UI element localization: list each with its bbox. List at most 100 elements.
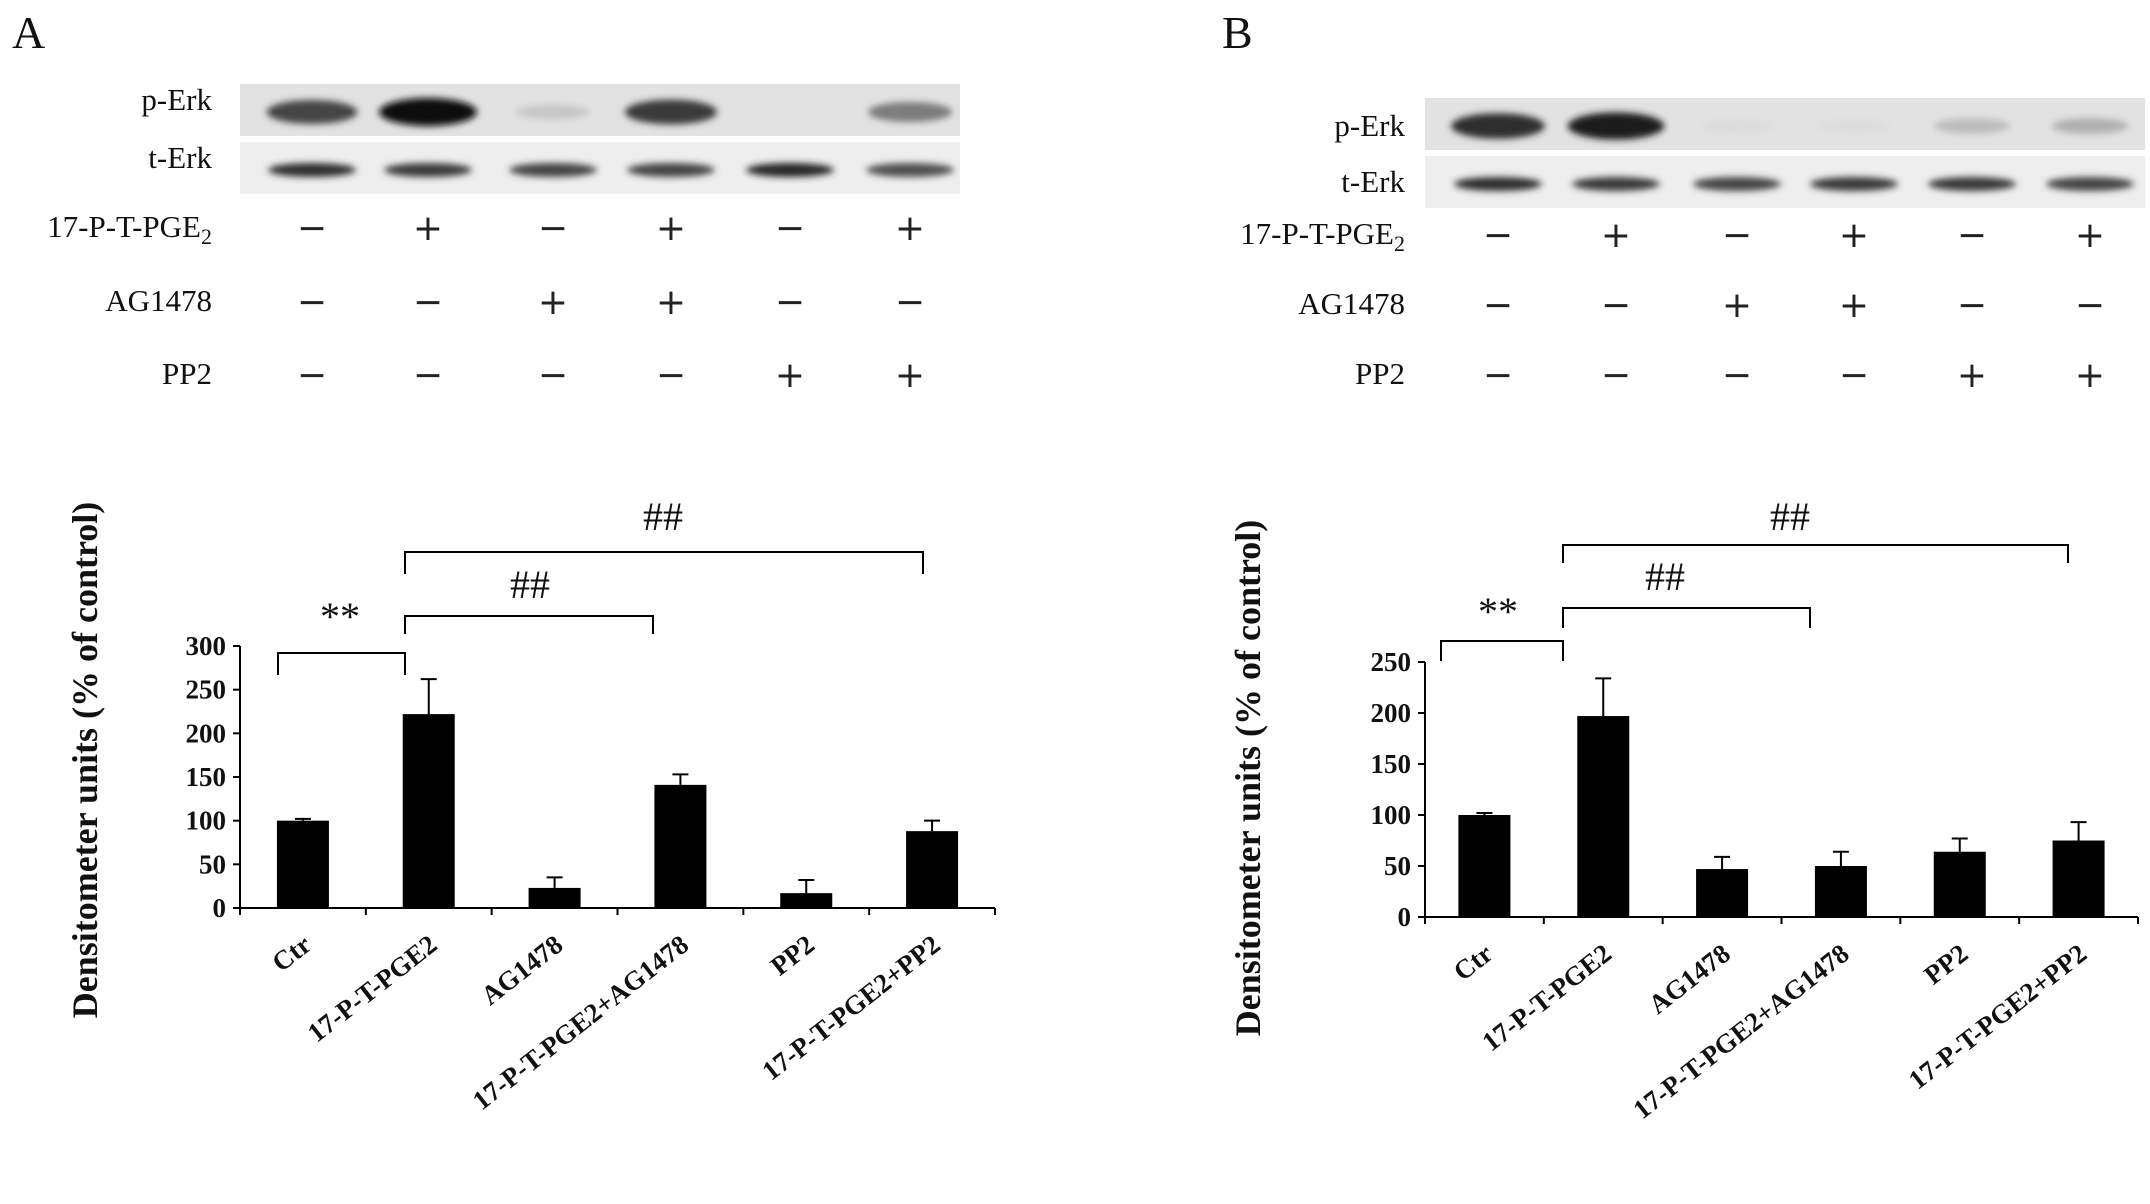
blot-band bbox=[379, 98, 477, 126]
blot-band bbox=[866, 163, 954, 177]
significance-bracket bbox=[277, 652, 406, 675]
blot-band bbox=[515, 104, 591, 120]
bar bbox=[1814, 866, 1867, 917]
x-category-label: Ctr bbox=[1448, 938, 1498, 987]
x-category-label: 17-P-T-PGE2 bbox=[302, 929, 443, 1048]
bar bbox=[528, 887, 581, 908]
blot-band bbox=[1810, 177, 1898, 191]
blot-row-label: p-Erk bbox=[1334, 108, 1405, 143]
minus-sign: − bbox=[2075, 285, 2105, 326]
blot-strip-t-erk bbox=[1425, 156, 2145, 208]
significance-bracket bbox=[404, 551, 924, 574]
plus-sign: + bbox=[2075, 215, 2105, 256]
plus-sign: + bbox=[538, 282, 568, 323]
plus-sign: + bbox=[413, 208, 443, 249]
minus-sign: − bbox=[413, 282, 443, 323]
minus-sign: − bbox=[895, 282, 925, 323]
minus-sign: − bbox=[656, 355, 686, 396]
blot-row-label: t-Erk bbox=[1341, 164, 1405, 199]
treatment-table: 17-P-T-PGE2 − + − + − + AG1478 − − + + − − PP2 − − − − + + bbox=[47, 208, 925, 396]
significance-label: ## bbox=[643, 494, 683, 539]
blot-band bbox=[384, 163, 472, 177]
treatment-label: 17-P-T-PGE2 bbox=[47, 209, 212, 249]
x-category-label: PP2 bbox=[765, 929, 820, 981]
minus-sign: − bbox=[1483, 215, 1513, 256]
y-tick-label: 250 bbox=[1371, 647, 1412, 677]
bar bbox=[276, 820, 329, 908]
blot-band bbox=[1451, 113, 1545, 139]
significance-bracket bbox=[1440, 640, 1564, 661]
y-tick-label: 200 bbox=[1371, 698, 1412, 728]
plus-sign: + bbox=[1839, 285, 1869, 326]
blot-band bbox=[624, 99, 718, 125]
y-tick-label: 0 bbox=[1398, 902, 1412, 932]
bar bbox=[1933, 851, 1986, 917]
minus-sign: − bbox=[297, 208, 327, 249]
blot-band bbox=[509, 163, 597, 177]
blot-band bbox=[2046, 177, 2134, 191]
bar bbox=[906, 831, 959, 908]
x-category-label: 17-P-T-PGE2+AG1478 bbox=[467, 929, 694, 1116]
significance-label: ** bbox=[320, 594, 360, 639]
treatment-label: 17-P-T-PGE2 bbox=[1240, 216, 1405, 256]
significance-bracket bbox=[1562, 544, 2069, 563]
y-tick-label: 100 bbox=[1371, 800, 1412, 830]
blot-band bbox=[1572, 177, 1660, 191]
plus-sign: + bbox=[775, 355, 805, 396]
y-tick-label: 150 bbox=[186, 762, 227, 792]
minus-sign: − bbox=[1957, 215, 1987, 256]
plus-sign: + bbox=[895, 355, 925, 396]
blot-strip-p-erk bbox=[1425, 98, 2145, 150]
blot-band bbox=[268, 163, 356, 177]
plus-sign: + bbox=[895, 208, 925, 249]
significance-label: ## bbox=[510, 562, 550, 607]
x-category-label: 17-P-T-PGE2 bbox=[1476, 938, 1617, 1057]
panel-a: Ap-Erk t-Erk 17-P-T-PGE2 − + − + − + AG1478 − − + + − −… bbox=[12, 7, 996, 1116]
minus-sign: − bbox=[775, 208, 805, 249]
minus-sign: − bbox=[1601, 355, 1631, 396]
bar bbox=[654, 784, 707, 908]
x-category-label: Ctr bbox=[266, 929, 316, 978]
western-blot: p-Erk t-Erk bbox=[1334, 98, 2145, 208]
plus-sign: + bbox=[2075, 355, 2105, 396]
blot-band bbox=[2051, 118, 2129, 134]
panel-label: B bbox=[1222, 7, 1253, 58]
bar bbox=[402, 714, 455, 908]
plus-sign: + bbox=[656, 282, 686, 323]
plus-sign: + bbox=[1601, 215, 1631, 256]
y-axis-label: Densitometer units (% of control) bbox=[1228, 520, 1268, 1037]
x-category-label: AG1478 bbox=[1643, 938, 1736, 1020]
blot-band bbox=[1818, 119, 1890, 133]
blot-band bbox=[1567, 112, 1665, 140]
y-tick-label: 250 bbox=[186, 675, 227, 705]
treatment-label: PP2 bbox=[162, 356, 212, 391]
blot-band bbox=[1928, 177, 2016, 191]
plus-sign: + bbox=[1722, 285, 1752, 326]
panel-b: Bp-Erk t-Erk 17-P-T-PGE2 − + − + − + AG1478 − − + + − −… bbox=[1222, 7, 2145, 1125]
plus-sign: + bbox=[1839, 215, 1869, 256]
minus-sign: − bbox=[538, 208, 568, 249]
treatment-label: AG1478 bbox=[105, 283, 212, 318]
western-blot: p-Erk t-Erk bbox=[141, 82, 960, 194]
y-tick-label: 0 bbox=[213, 893, 227, 923]
blot-row-label: t-Erk bbox=[148, 140, 212, 175]
y-axis-label: Densitometer units (% of control) bbox=[65, 502, 105, 1019]
plus-sign: + bbox=[1957, 355, 1987, 396]
minus-sign: − bbox=[1839, 355, 1869, 396]
bar bbox=[2052, 840, 2105, 917]
significance-bracket bbox=[1562, 607, 1811, 628]
blot-band bbox=[1701, 119, 1773, 133]
minus-sign: − bbox=[413, 355, 443, 396]
minus-sign: − bbox=[1483, 355, 1513, 396]
minus-sign: − bbox=[775, 282, 805, 323]
treatment-table: 17-P-T-PGE2 − + − + − + AG1478 − − + + − − PP2 − − − − + + bbox=[1240, 215, 2105, 396]
minus-sign: − bbox=[1722, 355, 1752, 396]
bar bbox=[780, 893, 833, 908]
minus-sign: − bbox=[297, 282, 327, 323]
blot-band bbox=[1454, 177, 1542, 191]
y-tick-label: 100 bbox=[186, 806, 227, 836]
blot-band bbox=[746, 163, 834, 177]
